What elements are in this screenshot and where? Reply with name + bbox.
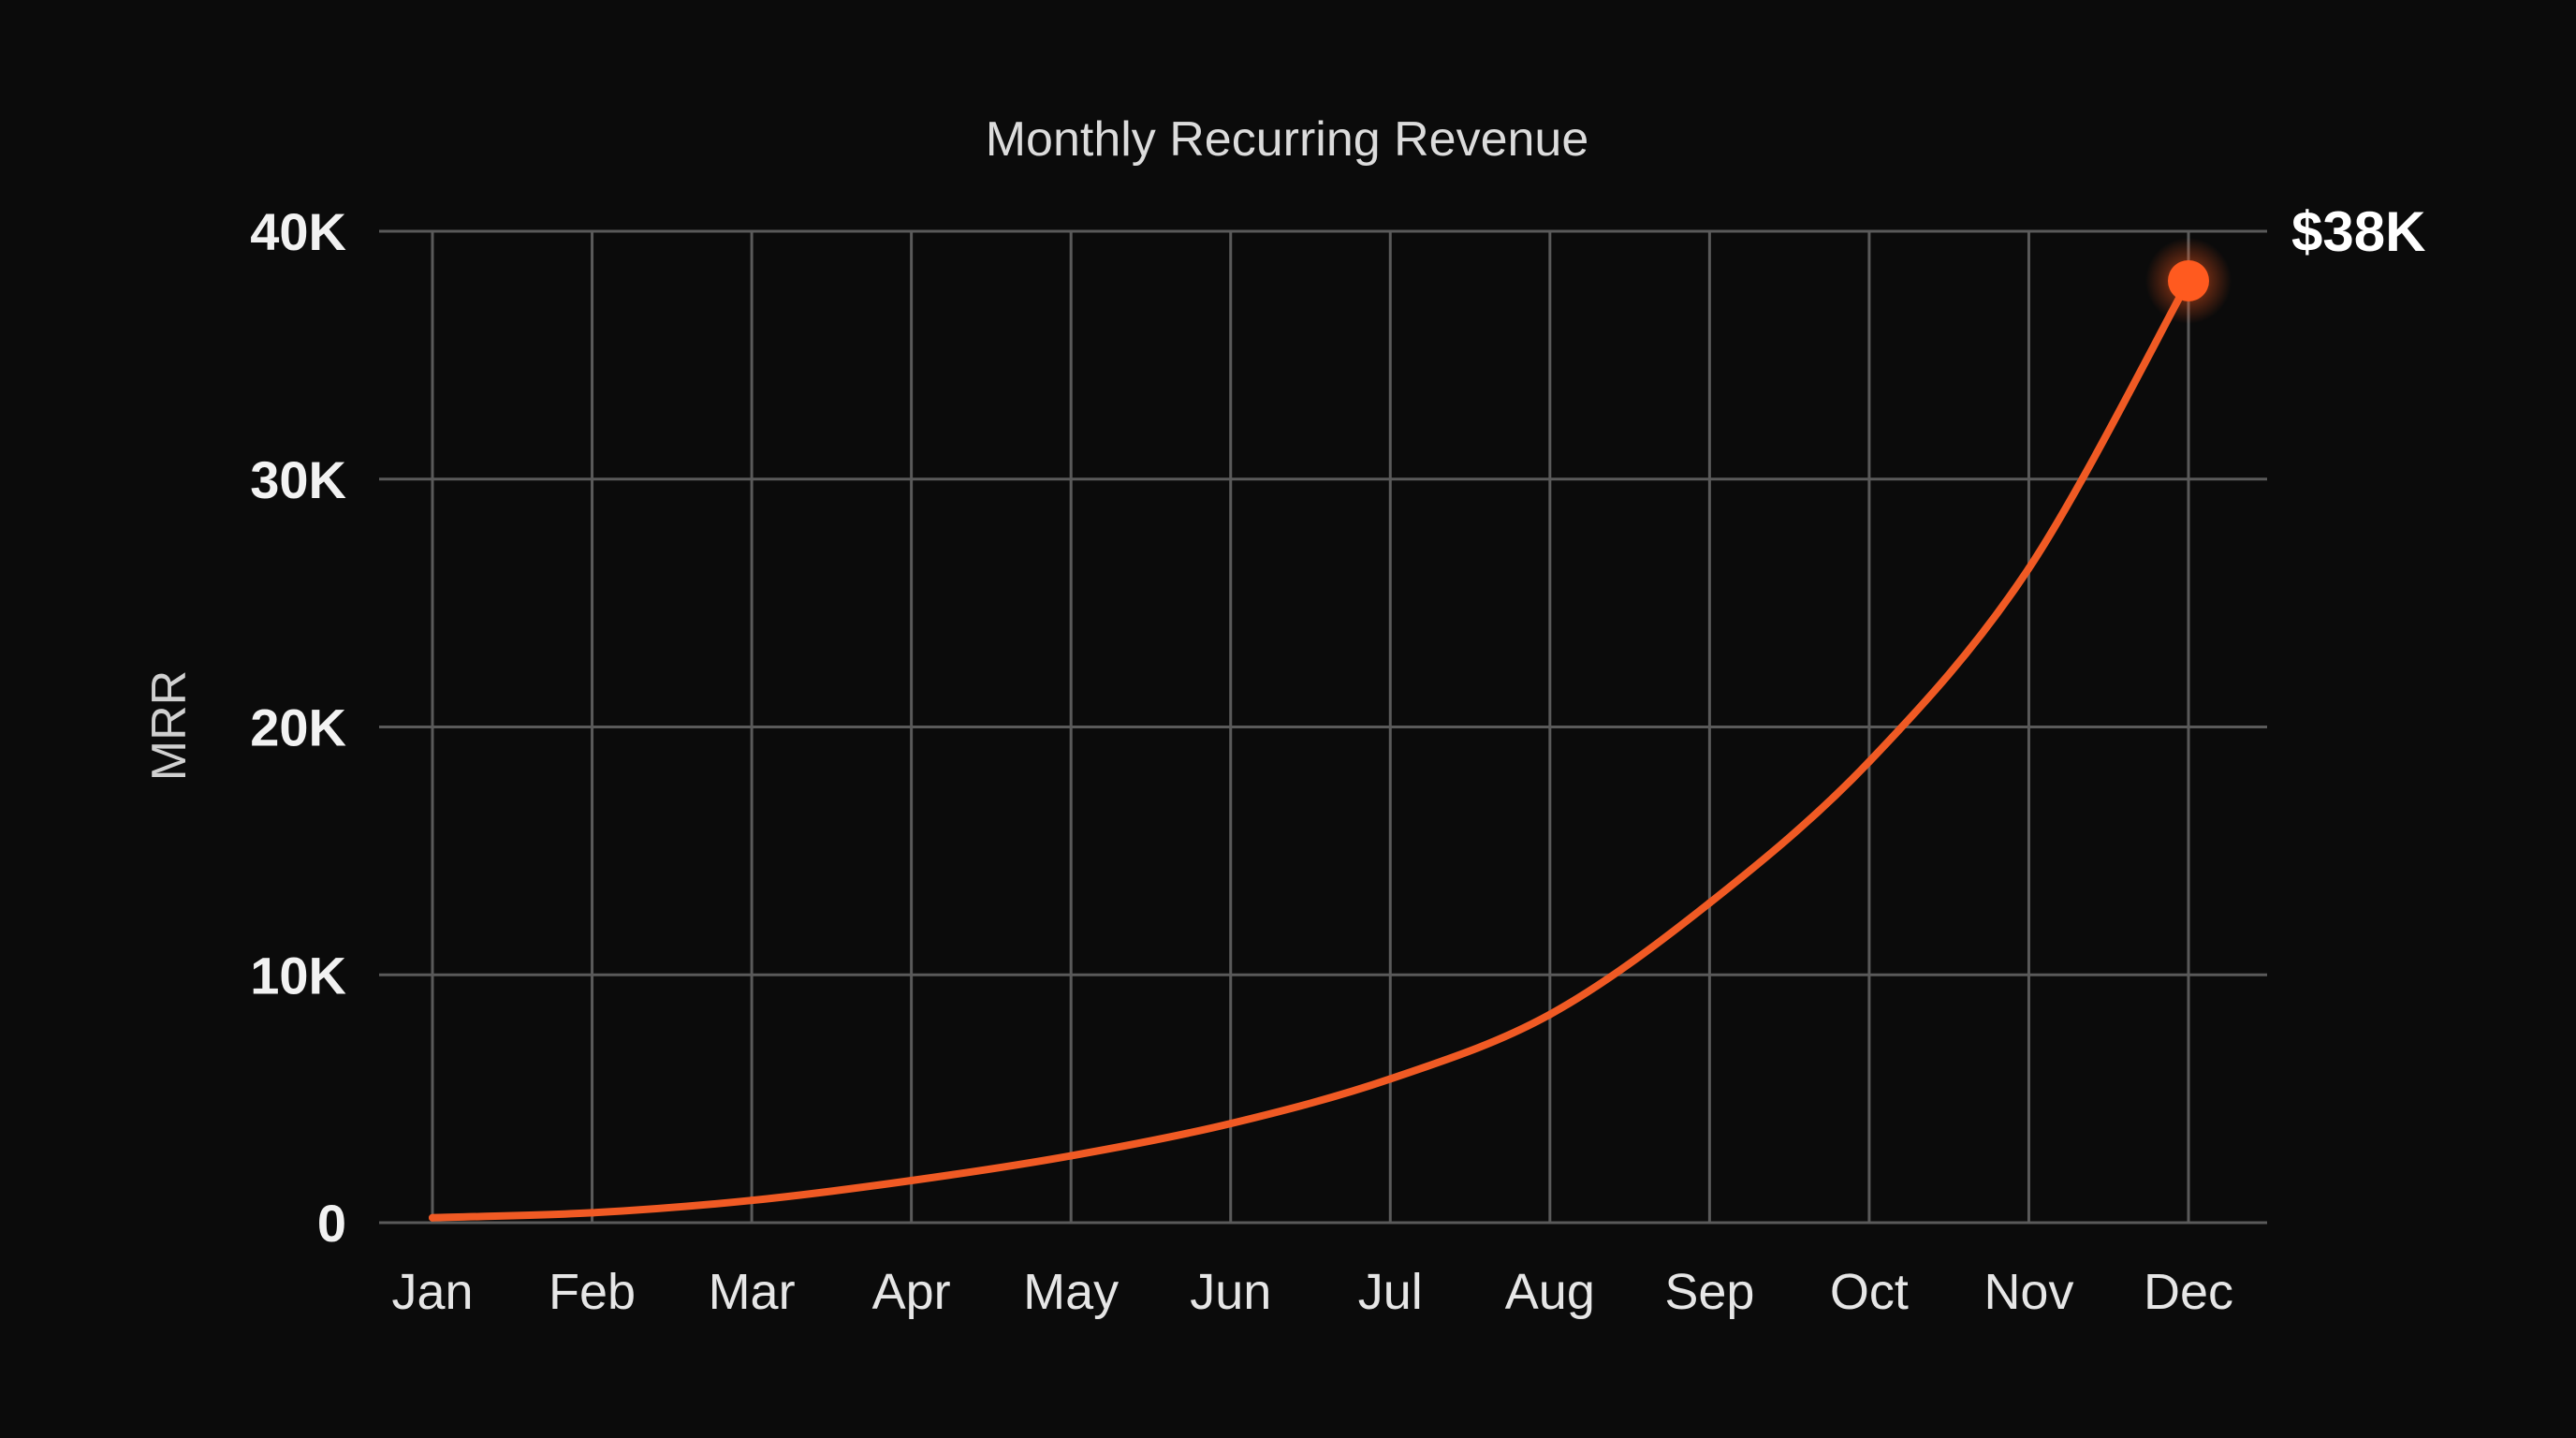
data-point xyxy=(1226,1120,1235,1128)
y-tick-labels: 0 10K 20K 30K 40K xyxy=(250,202,346,1253)
grid xyxy=(379,229,2267,1225)
x-tick-label: Dec xyxy=(2144,1264,2233,1320)
y-tick-label: 30K xyxy=(250,450,346,509)
end-value-label: $38K xyxy=(2291,200,2425,263)
x-tick-label: Nov xyxy=(1983,1264,2073,1320)
x-tick-label: Feb xyxy=(549,1264,636,1320)
x-tick-labels: Jan Feb Mar Apr May Jun Jul Aug Sep Oct Nov Dec xyxy=(391,1264,2233,1320)
y-tick-label: 20K xyxy=(250,698,346,757)
x-tick-label: Apr xyxy=(872,1264,951,1320)
x-tick-label: Oct xyxy=(1830,1264,1909,1320)
x-tick-label: Jun xyxy=(1190,1264,1271,1320)
data-point xyxy=(1545,1010,1554,1019)
end-point-marker xyxy=(2168,259,2209,301)
data-point xyxy=(748,1196,756,1205)
x-tick-label: Aug xyxy=(1505,1264,1595,1320)
data-point xyxy=(1705,899,1714,907)
data-point xyxy=(1865,757,1873,766)
data-point xyxy=(1386,1075,1395,1083)
data-point xyxy=(588,1209,596,1217)
x-tick-label: Jan xyxy=(391,1264,473,1320)
x-tick-label: Jul xyxy=(1358,1264,1423,1320)
data-point xyxy=(907,1176,915,1184)
y-tick-label: 40K xyxy=(250,202,346,261)
mrr-series-line xyxy=(429,276,2192,1222)
data-point xyxy=(1067,1152,1076,1160)
data-point xyxy=(429,1213,436,1222)
y-axis-label: MRR xyxy=(142,670,197,781)
x-tick-label: Mar xyxy=(709,1264,796,1320)
data-points xyxy=(429,237,2232,1222)
data-point xyxy=(2025,565,2033,573)
y-tick-label: 0 xyxy=(317,1194,346,1253)
chart-title: Monthly Recurring Revenue xyxy=(986,112,1589,167)
x-tick-label: May xyxy=(1023,1264,1119,1320)
x-tick-label: Sep xyxy=(1664,1264,1754,1320)
y-tick-label: 10K xyxy=(250,946,346,1005)
